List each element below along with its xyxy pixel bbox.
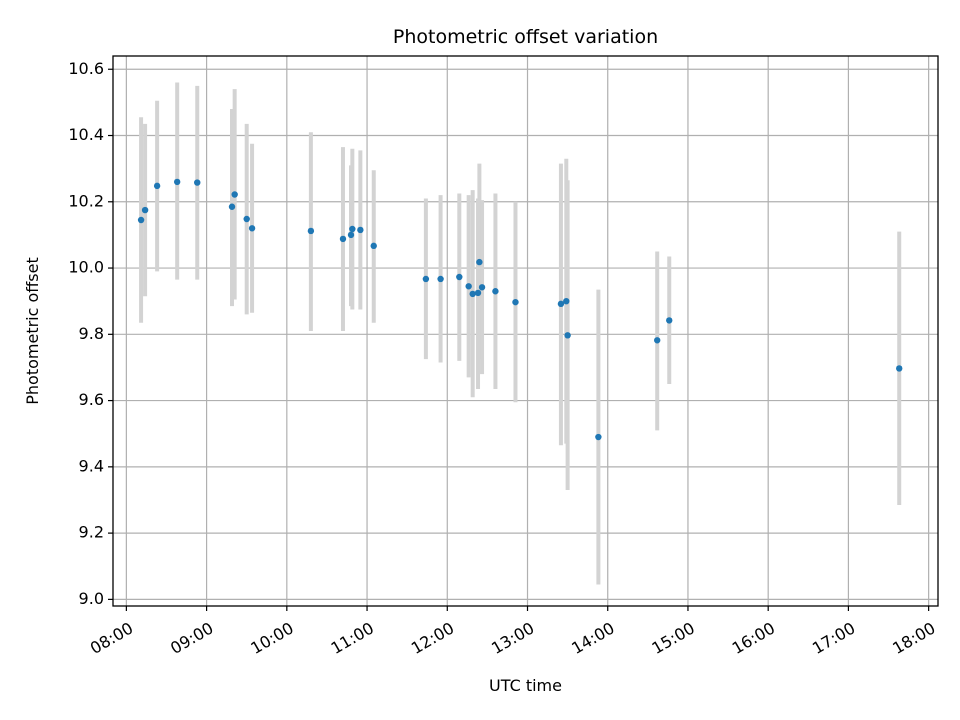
chart-title: Photometric offset variation xyxy=(393,26,658,48)
data-point xyxy=(456,273,463,281)
data-point xyxy=(557,300,565,308)
data-point xyxy=(478,284,486,291)
data-point xyxy=(357,226,364,234)
data-point xyxy=(896,365,903,372)
y-tick-label: 10.6 xyxy=(68,59,104,78)
y-tick-label: 10.0 xyxy=(68,258,104,277)
data-point xyxy=(476,258,483,266)
data-point xyxy=(194,179,201,186)
data-points xyxy=(137,178,903,441)
y-tick-label: 9.2 xyxy=(79,523,104,542)
data-point xyxy=(595,433,602,441)
y-tick-label: 9.0 xyxy=(79,589,104,608)
data-point xyxy=(349,225,356,233)
data-point xyxy=(564,332,571,339)
y-axis-ticks: 9.0 9.2 9.4 9.6 9.8 10.0 10.2 10.4 10.6 xyxy=(68,59,113,608)
y-tick-label: 9.6 xyxy=(79,390,104,409)
data-point xyxy=(437,275,444,283)
y-tick-label: 10.4 xyxy=(68,125,104,144)
y-axis-title: Photometric offset xyxy=(23,257,42,405)
data-point xyxy=(243,215,250,223)
data-point xyxy=(173,178,181,186)
grid xyxy=(113,56,938,606)
data-point xyxy=(654,337,661,344)
data-point xyxy=(563,297,570,305)
data-point xyxy=(422,275,430,283)
data-point xyxy=(307,227,315,235)
data-point xyxy=(370,242,377,250)
data-point xyxy=(248,225,256,232)
data-point xyxy=(141,206,149,214)
y-tick-label: 9.4 xyxy=(79,456,104,475)
data-point xyxy=(465,283,472,290)
data-point xyxy=(339,235,347,243)
plot-area xyxy=(112,55,939,607)
y-tick-label: 9.8 xyxy=(79,324,104,343)
data-point xyxy=(231,191,238,198)
x-axis-title: UTC time xyxy=(489,676,562,695)
data-point xyxy=(137,216,145,224)
data-point xyxy=(474,289,482,297)
data-point xyxy=(492,288,499,295)
data-point xyxy=(666,317,673,324)
data-point xyxy=(153,182,161,190)
data-point xyxy=(469,290,476,298)
data-point xyxy=(347,231,355,239)
data-point xyxy=(512,298,519,306)
data-point xyxy=(228,203,236,210)
y-tick-label: 10.2 xyxy=(68,191,104,210)
